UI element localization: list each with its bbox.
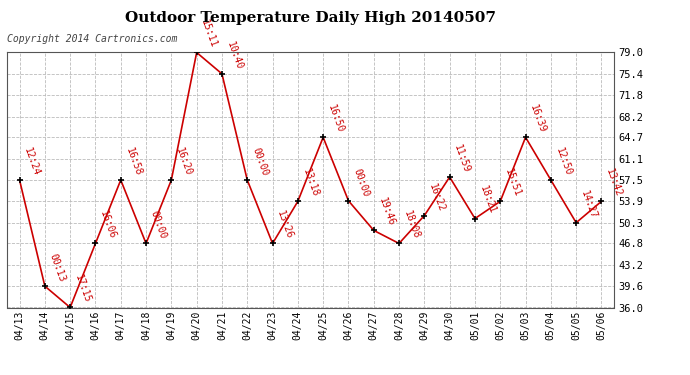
Text: 16:22: 16:22: [427, 182, 446, 213]
Text: 16:50: 16:50: [326, 104, 346, 135]
Text: 16:58: 16:58: [124, 146, 143, 177]
Text: 19:46: 19:46: [377, 196, 396, 228]
Text: 15:51: 15:51: [503, 168, 522, 199]
Text: 00:13: 00:13: [48, 252, 67, 284]
Text: 18:08: 18:08: [402, 210, 422, 241]
Text: 00:00: 00:00: [351, 167, 371, 198]
Text: 11:59: 11:59: [453, 143, 472, 174]
Text: 12:50: 12:50: [553, 146, 573, 177]
Text: 15:11: 15:11: [199, 19, 219, 50]
Text: 00:00: 00:00: [250, 146, 270, 177]
Text: 18:21: 18:21: [477, 185, 497, 216]
Text: 17:15: 17:15: [73, 274, 92, 305]
Text: 16:20: 16:20: [174, 146, 194, 177]
Text: Copyright 2014 Cartronics.com: Copyright 2014 Cartronics.com: [7, 34, 177, 44]
Text: 13:26: 13:26: [275, 210, 295, 241]
Text: 12:24: 12:24: [22, 146, 42, 177]
Text: 13:18: 13:18: [301, 168, 320, 199]
Text: Outdoor Temperature Daily High 20140507: Outdoor Temperature Daily High 20140507: [125, 11, 496, 25]
Text: 14:27: 14:27: [579, 189, 598, 220]
Text: Temperature (°F): Temperature (°F): [530, 29, 629, 39]
Text: 16:39: 16:39: [529, 104, 548, 135]
Text: 16:06: 16:06: [98, 210, 118, 241]
Text: 10:40: 10:40: [225, 40, 244, 71]
Text: 13:42: 13:42: [604, 168, 624, 199]
Text: 00:00: 00:00: [149, 210, 168, 241]
